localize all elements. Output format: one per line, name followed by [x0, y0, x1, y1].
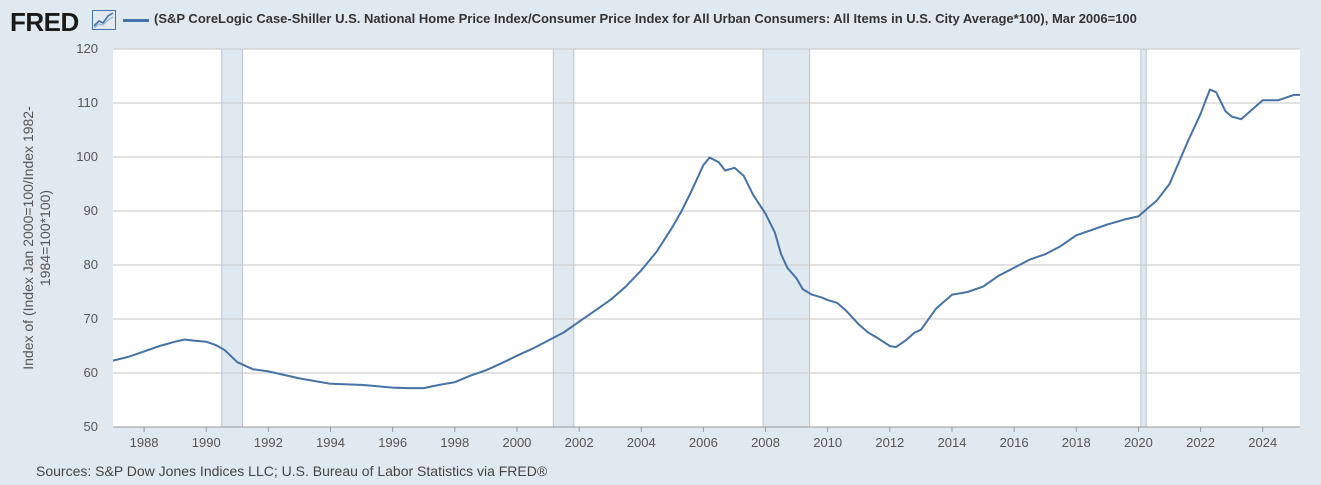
recession-band-3: [1140, 48, 1147, 428]
x-tick-label: 2018: [1062, 435, 1091, 450]
x-tick-label: 2020: [1124, 435, 1153, 450]
x-tick-label: 1990: [192, 435, 221, 450]
fred-logo[interactable]: FRED: [10, 7, 79, 37]
y-tick-label: 50: [84, 419, 98, 434]
recession-band-2: [762, 48, 811, 428]
y-tick-label: 70: [84, 311, 98, 326]
x-tick-label: 1988: [130, 435, 159, 450]
x-tick-label: 2024: [1248, 435, 1277, 450]
legend-swatch: [123, 19, 149, 22]
y-tick-label: 120: [76, 41, 98, 56]
recession-band-1: [552, 48, 575, 428]
y-tick-label: 80: [84, 257, 98, 272]
chart-trend-icon: [92, 10, 116, 30]
x-axis-ticks: 1988 1990 1992 1994 1996 1998 2000 2002 2004 2006…: [113, 426, 1300, 450]
y-tick-label: 100: [76, 149, 98, 164]
x-tick-label: 2006: [689, 435, 718, 450]
header: FRED (S&P CoreLogic Case-Shiller U.S. Na…: [0, 0, 1321, 40]
series-layer: [112, 88, 1300, 390]
x-tick-label: 2002: [565, 435, 594, 450]
plot-area: [113, 49, 1300, 427]
y-tick-label: 110: [77, 95, 98, 110]
y-axis-ticks: 50 60 70 80 90 100 110 120: [76, 41, 98, 434]
source-note: Sources: S&P Dow Jones Indices LLC; U.S.…: [36, 463, 548, 479]
x-tick-label: 2014: [938, 435, 967, 450]
x-tick-label: 1992: [254, 435, 283, 450]
x-tick-label: 2010: [813, 435, 842, 450]
y-tick-label: 60: [84, 365, 98, 380]
x-tick-label: 2016: [1000, 435, 1029, 450]
x-tick-label: 2000: [502, 435, 531, 450]
x-tick-label: 1996: [378, 435, 407, 450]
x-tick-label: 1998: [440, 435, 469, 450]
x-tick-label: 2012: [875, 435, 904, 450]
x-tick-label: 2008: [751, 435, 780, 450]
series-line-0[interactable]: [112, 88, 1300, 390]
x-tick-label: 1994: [316, 435, 345, 450]
legend-label: (S&P CoreLogic Case-Shiller U.S. Nationa…: [154, 11, 1137, 26]
recession-band-0: [221, 48, 244, 428]
x-tick-label: 2022: [1186, 435, 1215, 450]
gridlines: [113, 48, 1300, 428]
y-tick-label: 90: [84, 203, 98, 218]
x-tick-label: 2004: [627, 435, 656, 450]
